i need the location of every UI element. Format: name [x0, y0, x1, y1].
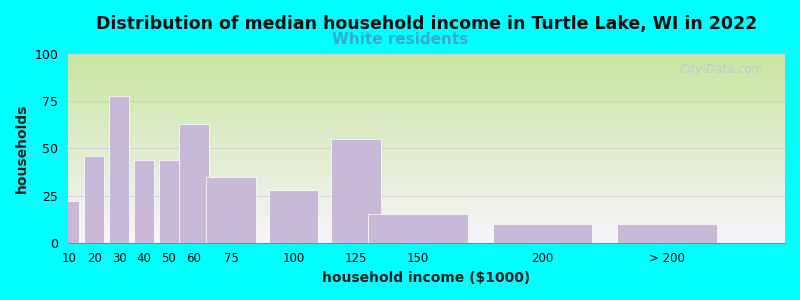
- Bar: [59, 201, 79, 243]
- Bar: [493, 224, 592, 243]
- Bar: [269, 190, 318, 243]
- X-axis label: household income ($1000): household income ($1000): [322, 271, 530, 285]
- Bar: [368, 214, 468, 243]
- Bar: [206, 177, 256, 243]
- Y-axis label: households: households: [15, 104, 29, 193]
- Bar: [330, 139, 381, 243]
- Bar: [617, 224, 717, 243]
- Bar: [110, 95, 129, 243]
- Title: Distribution of median household income in Turtle Lake, WI in 2022: Distribution of median household income …: [96, 15, 758, 33]
- Text: White residents: White residents: [332, 32, 468, 46]
- Bar: [134, 160, 154, 243]
- Bar: [84, 156, 104, 243]
- Bar: [179, 124, 209, 243]
- Bar: [159, 160, 179, 243]
- Text: City-Data.com: City-Data.com: [679, 63, 763, 76]
